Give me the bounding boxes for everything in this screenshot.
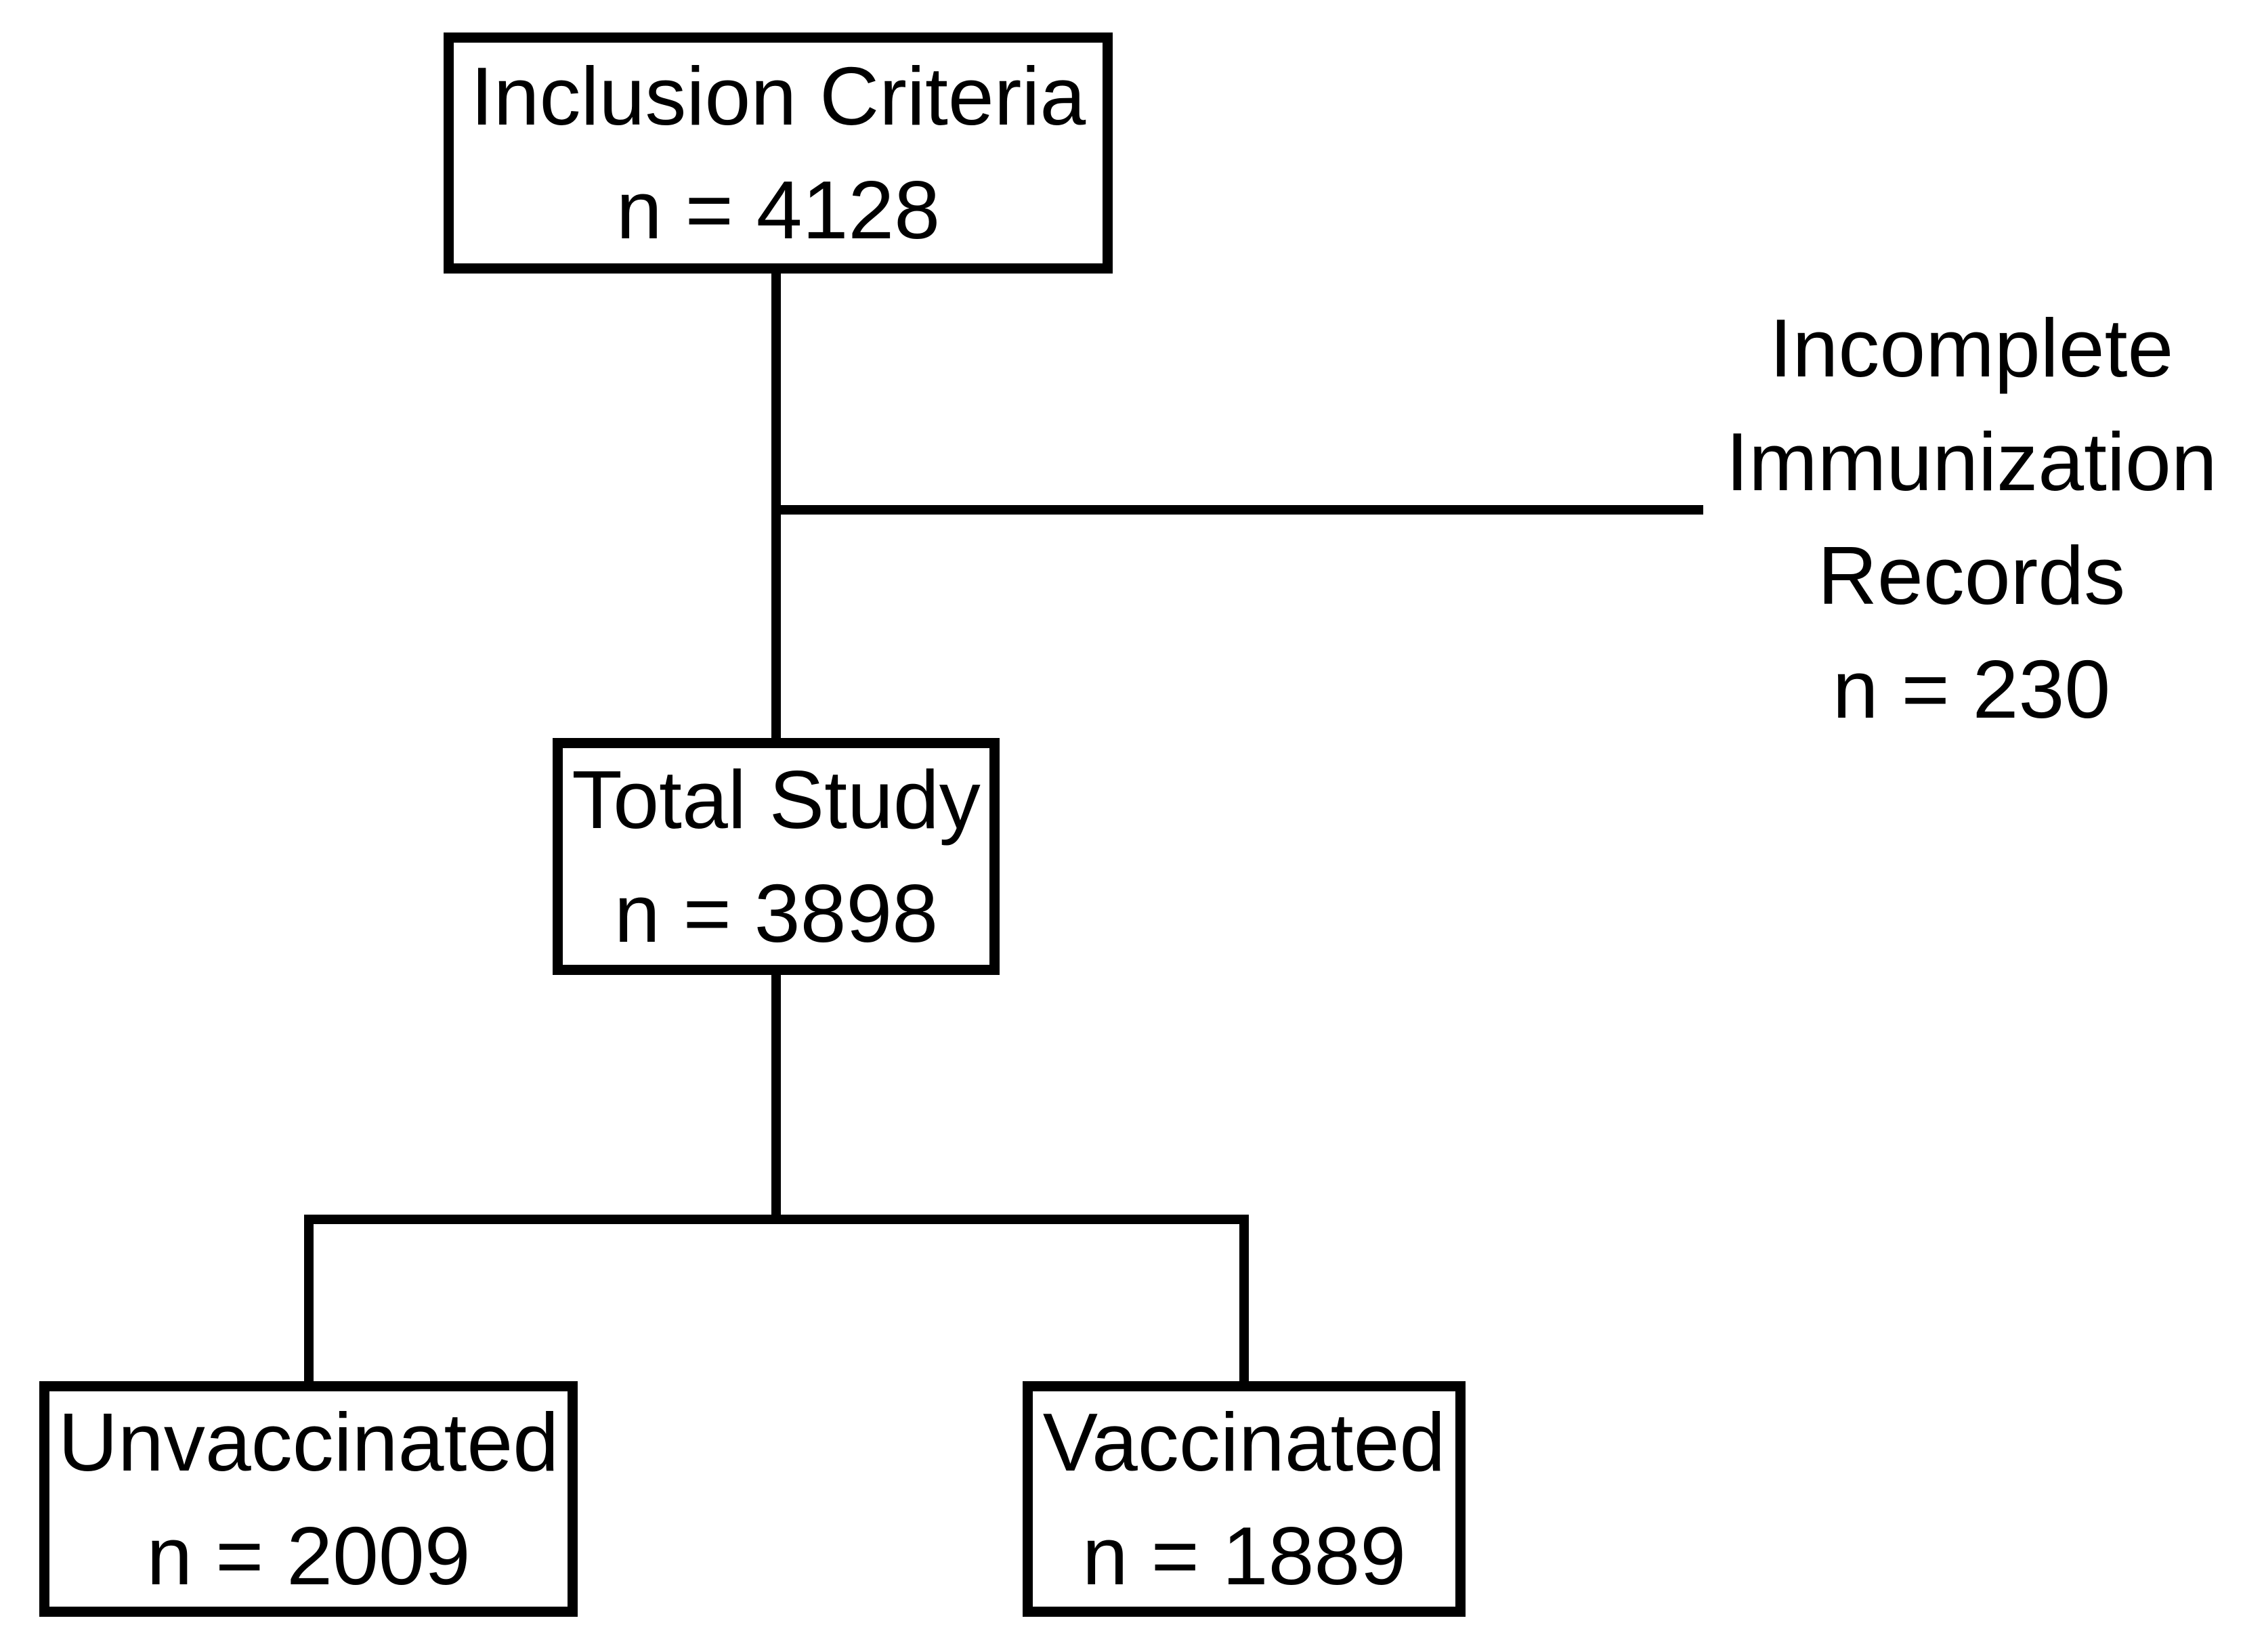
inclusion-criteria-box: Inclusion Criteria n = 4128 <box>444 32 1113 274</box>
vaccinated-box: Vaccinated n = 1889 <box>1023 1381 1466 1617</box>
excluded-incomplete-records-note: Incomplete Immunization Records n = 230 <box>1700 291 2243 746</box>
inclusion-criteria-label: Inclusion Criteria <box>470 50 1086 142</box>
connector-total-to-split <box>771 971 781 1224</box>
excluded-note-line1: Incomplete <box>1769 302 2174 394</box>
total-study-box: Total Study n = 3898 <box>553 738 1000 975</box>
total-study-count: n = 3898 <box>614 867 939 959</box>
connector-branch-to-excluded <box>771 505 1703 515</box>
unvaccinated-label: Unvaccinated <box>58 1396 559 1488</box>
excluded-note-line3: Records <box>1817 529 2126 622</box>
excluded-note-line2: Immunization <box>1726 416 2217 508</box>
connector-split-horizontal <box>304 1215 1249 1224</box>
connector-drop-to-vaccinated <box>1239 1215 1249 1385</box>
excluded-note-count: n = 230 <box>1832 643 2111 735</box>
unvaccinated-box: Unvaccinated n = 2009 <box>39 1381 578 1617</box>
total-study-label: Total Study <box>572 754 981 846</box>
vaccinated-count: n = 1889 <box>1082 1510 1407 1602</box>
vaccinated-label: Vaccinated <box>1042 1396 1446 1488</box>
unvaccinated-count: n = 2009 <box>146 1510 471 1602</box>
inclusion-criteria-count: n = 4128 <box>616 164 941 256</box>
connector-drop-to-unvaccinated <box>304 1215 314 1385</box>
